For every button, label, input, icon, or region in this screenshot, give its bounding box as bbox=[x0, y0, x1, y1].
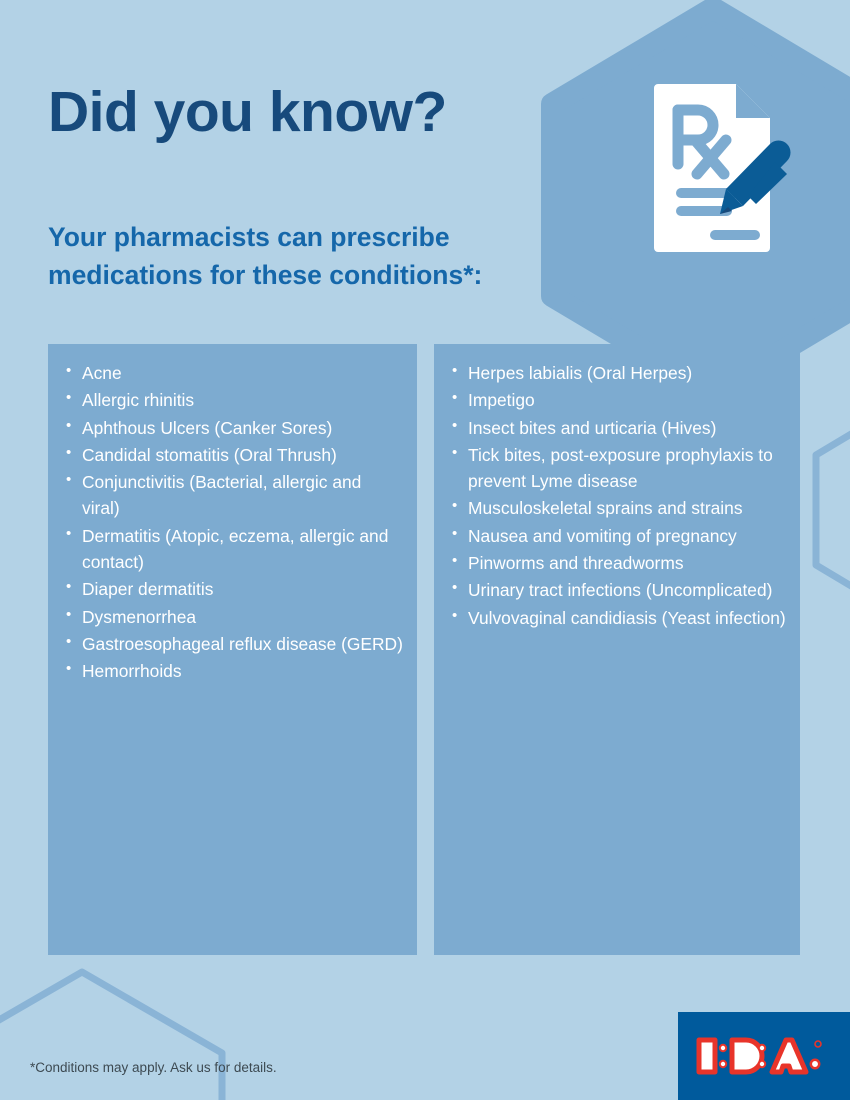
logo-registered-mark bbox=[814, 1040, 822, 1048]
list-item: Nausea and vomiting of pregnancy bbox=[448, 523, 786, 549]
list-item: Allergic rhinitis bbox=[62, 387, 403, 413]
page-title: Did you know? bbox=[48, 80, 447, 144]
hexagon-outline-bottom-left bbox=[0, 968, 226, 1100]
pen-icon bbox=[720, 140, 791, 214]
list-item: Herpes labialis (Oral Herpes) bbox=[448, 360, 786, 386]
paper-fold-corner bbox=[736, 84, 770, 118]
list-item: Tick bites, post-exposure prophylaxis to… bbox=[448, 442, 786, 495]
list-item: Vulvovaginal candidiasis (Yeast infectio… bbox=[448, 605, 786, 631]
ida-logo bbox=[696, 1037, 822, 1075]
list-item: Musculoskeletal sprains and strains bbox=[448, 495, 786, 521]
paper-signature-line bbox=[710, 230, 760, 240]
list-item: Insect bites and urticaria (Hives) bbox=[448, 415, 786, 441]
rx-symbol bbox=[672, 104, 732, 180]
logo-dot-3 bbox=[757, 1043, 767, 1053]
list-item: Aphthous Ulcers (Canker Sores) bbox=[62, 415, 403, 441]
conditions-list-right: Herpes labialis (Oral Herpes) Impetigo I… bbox=[448, 360, 786, 631]
list-item: Candidal stomatitis (Oral Thrush) bbox=[62, 442, 403, 468]
list-item: Acne bbox=[62, 360, 403, 386]
logo-dot-1 bbox=[718, 1043, 728, 1053]
list-item: Hemorrhoids bbox=[62, 658, 403, 684]
logo-dot-5 bbox=[809, 1058, 821, 1070]
footnote-text: *Conditions may apply. Ask us for detail… bbox=[30, 1060, 277, 1075]
logo-dot-2 bbox=[718, 1059, 728, 1069]
list-item: Dysmenorrhea bbox=[62, 604, 403, 630]
list-item: Pinworms and threadworms bbox=[448, 550, 786, 576]
conditions-list-left: Acne Allergic rhinitis Aphthous Ulcers (… bbox=[62, 360, 403, 684]
paper-line-2 bbox=[676, 206, 732, 216]
list-item: Conjunctivitis (Bacterial, allergic and … bbox=[62, 469, 403, 522]
logo-letter-d bbox=[729, 1037, 765, 1075]
logo-letter-a bbox=[769, 1037, 809, 1075]
list-item: Impetigo bbox=[448, 387, 786, 413]
hexagon-outline-right-edge bbox=[812, 430, 850, 590]
page-subtitle: Your pharmacists can prescribe medicatio… bbox=[48, 222, 483, 290]
logo-letter-i bbox=[696, 1037, 718, 1075]
list-item: Gastroesophageal reflux disease (GERD) bbox=[62, 631, 403, 657]
conditions-card-left: Acne Allergic rhinitis Aphthous Ulcers (… bbox=[48, 344, 417, 955]
list-item: Dermatitis (Atopic, eczema, allergic and… bbox=[62, 523, 403, 576]
conditions-card-right: Herpes labialis (Oral Herpes) Impetigo I… bbox=[434, 344, 800, 955]
logo-dot-4 bbox=[757, 1059, 767, 1069]
list-item: Urinary tract infections (Uncomplicated) bbox=[448, 577, 786, 603]
prescription-pad-with-pen-icon bbox=[654, 84, 791, 252]
list-item: Diaper dermatitis bbox=[62, 576, 403, 602]
logo-panel bbox=[678, 1012, 850, 1100]
